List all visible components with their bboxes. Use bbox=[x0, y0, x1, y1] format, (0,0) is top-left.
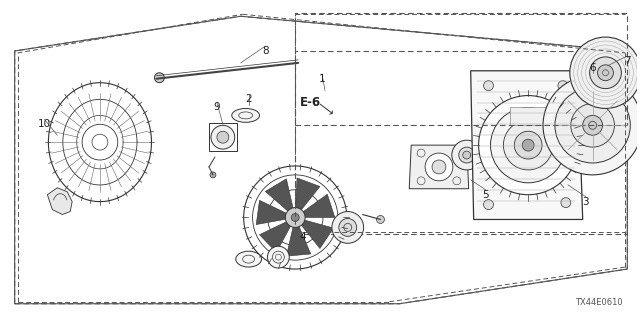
Circle shape bbox=[211, 125, 235, 149]
Text: TX44E0610: TX44E0610 bbox=[575, 298, 622, 307]
Circle shape bbox=[570, 37, 640, 108]
Circle shape bbox=[598, 65, 613, 81]
Circle shape bbox=[490, 108, 566, 183]
Text: 4: 4 bbox=[300, 232, 307, 242]
Ellipse shape bbox=[459, 147, 475, 163]
Text: 5: 5 bbox=[482, 190, 489, 200]
Polygon shape bbox=[47, 188, 72, 214]
Polygon shape bbox=[256, 200, 288, 225]
Text: 3: 3 bbox=[582, 196, 589, 207]
Text: E-6: E-6 bbox=[300, 96, 321, 109]
Circle shape bbox=[376, 215, 385, 223]
Circle shape bbox=[522, 139, 534, 151]
Circle shape bbox=[479, 96, 578, 195]
Text: 8: 8 bbox=[262, 46, 269, 56]
Polygon shape bbox=[301, 194, 335, 218]
Polygon shape bbox=[259, 221, 291, 252]
Polygon shape bbox=[300, 220, 333, 249]
Circle shape bbox=[515, 131, 542, 159]
Polygon shape bbox=[286, 225, 311, 256]
Text: 10: 10 bbox=[38, 119, 51, 129]
Ellipse shape bbox=[463, 151, 470, 159]
Circle shape bbox=[582, 116, 602, 135]
Text: 2: 2 bbox=[245, 93, 252, 104]
Circle shape bbox=[504, 120, 553, 170]
Circle shape bbox=[291, 213, 299, 221]
Polygon shape bbox=[296, 178, 320, 211]
Circle shape bbox=[425, 153, 453, 181]
Text: 6: 6 bbox=[589, 63, 596, 73]
FancyBboxPatch shape bbox=[510, 108, 546, 125]
Circle shape bbox=[432, 160, 446, 174]
Circle shape bbox=[589, 57, 621, 89]
Ellipse shape bbox=[452, 140, 481, 170]
Polygon shape bbox=[409, 145, 468, 189]
Circle shape bbox=[285, 208, 305, 228]
Circle shape bbox=[484, 200, 493, 210]
Ellipse shape bbox=[268, 246, 289, 268]
Circle shape bbox=[558, 81, 568, 91]
Circle shape bbox=[561, 198, 571, 208]
Ellipse shape bbox=[236, 251, 262, 267]
Circle shape bbox=[217, 131, 228, 143]
Ellipse shape bbox=[232, 108, 260, 122]
Circle shape bbox=[332, 212, 364, 243]
Circle shape bbox=[339, 219, 356, 236]
Circle shape bbox=[210, 172, 216, 178]
Text: 7: 7 bbox=[624, 56, 630, 66]
Circle shape bbox=[555, 88, 630, 163]
Polygon shape bbox=[470, 71, 582, 220]
Text: 9: 9 bbox=[214, 102, 220, 112]
Polygon shape bbox=[266, 179, 294, 212]
Circle shape bbox=[484, 81, 493, 91]
Text: 1: 1 bbox=[319, 74, 325, 84]
Circle shape bbox=[543, 76, 640, 175]
Circle shape bbox=[571, 103, 614, 147]
Circle shape bbox=[82, 124, 118, 160]
Circle shape bbox=[154, 73, 164, 83]
